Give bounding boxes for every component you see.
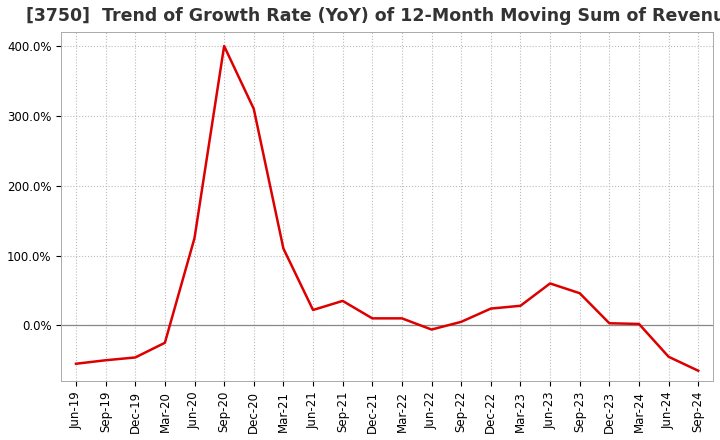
Title: [3750]  Trend of Growth Rate (YoY) of 12-Month Moving Sum of Revenues: [3750] Trend of Growth Rate (YoY) of 12-… — [27, 7, 720, 25]
